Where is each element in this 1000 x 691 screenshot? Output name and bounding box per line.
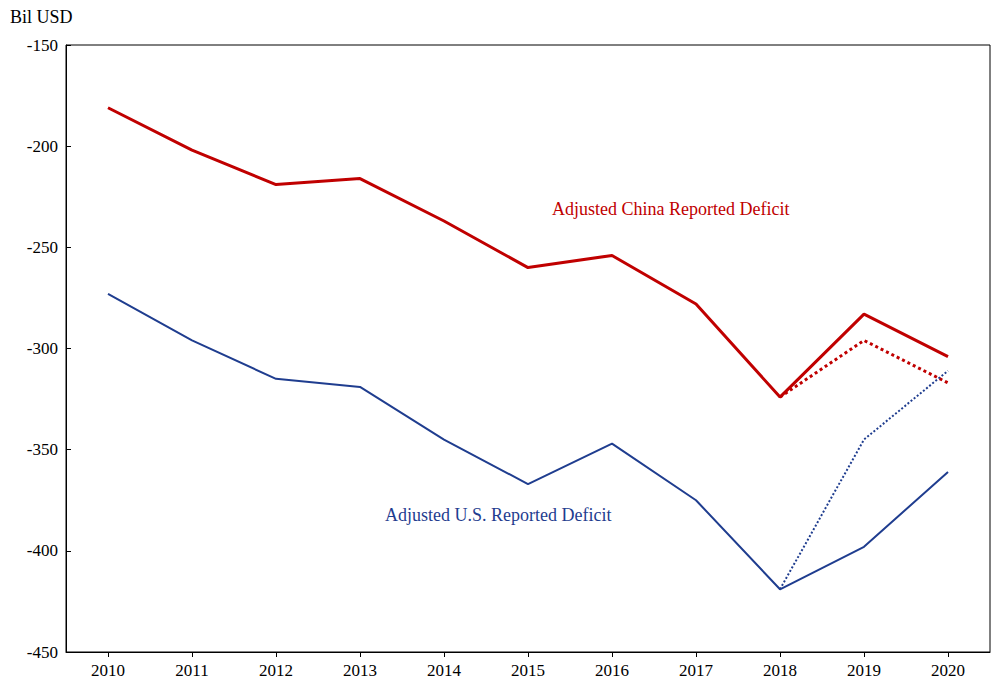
- svg-text:-400: -400: [27, 541, 58, 560]
- svg-text:-200: -200: [27, 137, 58, 156]
- svg-text:2020: 2020: [931, 661, 965, 680]
- svg-text:2014: 2014: [427, 661, 462, 680]
- svg-text:Bil USD: Bil USD: [10, 7, 73, 27]
- svg-text:-150: -150: [27, 36, 58, 55]
- svg-text:-300: -300: [27, 339, 58, 358]
- svg-text:2011: 2011: [175, 661, 208, 680]
- svg-text:2010: 2010: [91, 661, 125, 680]
- svg-text:-250: -250: [27, 238, 58, 257]
- svg-text:-450: -450: [27, 643, 58, 662]
- svg-text:2018: 2018: [763, 661, 797, 680]
- svg-text:2015: 2015: [511, 661, 545, 680]
- svg-text:2016: 2016: [595, 661, 629, 680]
- svg-text:2019: 2019: [847, 661, 881, 680]
- svg-text:Adjusted U.S. Reported Deficit: Adjusted U.S. Reported Deficit: [385, 505, 611, 525]
- svg-text:2013: 2013: [343, 661, 377, 680]
- svg-text:-350: -350: [27, 440, 58, 459]
- svg-text:2012: 2012: [259, 661, 293, 680]
- svg-text:2017: 2017: [679, 661, 714, 680]
- svg-text:Adjusted China Reported Defici: Adjusted China Reported Deficit: [552, 199, 789, 219]
